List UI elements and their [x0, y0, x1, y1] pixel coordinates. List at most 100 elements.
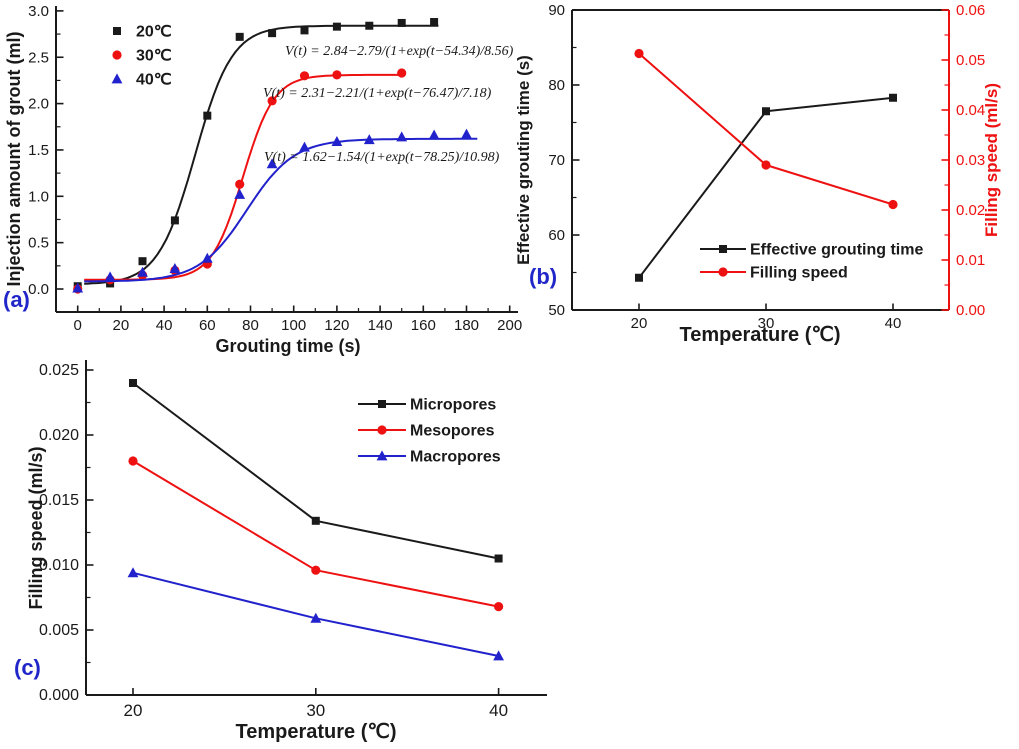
x-tick-label: 80 [242, 317, 259, 334]
marker-triangle [396, 131, 408, 142]
chart-a: 0.0 0.5 1.0 1.5 2.0 2.5 3.0 0 20 40 60 80 100 120 140 1… [4, 3, 522, 356]
marker-circle [112, 50, 122, 60]
equation: V(t) = 1.62−1.54/(1+exp(t−78.25)/10.98) [264, 150, 500, 165]
legend-label: Effective grouting time [750, 242, 923, 259]
marker-triangle [169, 263, 181, 274]
marker-triangle [104, 271, 116, 282]
marker-circle [718, 267, 728, 277]
right-tick-label: 0.03 [956, 152, 985, 169]
y-tick-label: 1.5 [28, 142, 49, 159]
legend-label: 20℃ [136, 24, 172, 41]
y-tick-label: 0.025 [39, 362, 79, 379]
marker-square [397, 18, 406, 27]
y-tick-label: 0.000 [39, 687, 79, 704]
x-tick-label: 40 [489, 701, 508, 720]
right-tick-label: 0.05 [956, 52, 985, 69]
marker-triangle [461, 128, 472, 139]
equation: V(t) = 2.84−2.79/(1+exp(t−54.34)/8.56) [285, 44, 514, 59]
marker-circle [332, 70, 342, 80]
marker-circle [377, 425, 387, 435]
marker-triangle [310, 612, 322, 623]
legend-label: 40℃ [136, 72, 172, 89]
marker-square [719, 245, 727, 253]
equation: V(t) = 2.31−2.21/(1+exp(t−76.47)/7.18) [263, 86, 492, 101]
right-tick-label: 0.01 [956, 252, 985, 269]
series-line [84, 137, 478, 283]
right-tick-label: 0.00 [956, 302, 985, 319]
marker-square [203, 111, 212, 120]
marker-square [430, 18, 439, 27]
left-tick-label: 60 [548, 227, 565, 244]
marker-square [300, 26, 309, 35]
x-tick-label: 30 [758, 315, 775, 332]
x-tick-label: 20 [124, 701, 143, 720]
y-tick-label: 0.5 [28, 235, 49, 252]
marker-circle [397, 68, 407, 78]
left-tick-label: 80 [548, 77, 565, 94]
x-tick-label: 0 [74, 317, 82, 334]
y-tick-label: 2.5 [28, 49, 49, 66]
marker-triangle [201, 252, 213, 263]
y-axis-title: Injection amount of grout (ml) [4, 32, 24, 287]
chart-c: 0.000 0.005 0.010 0.015 0.020 0.025 20 30 40 Micr… [26, 360, 547, 743]
marker-square [138, 257, 147, 266]
x-tick-label: 40 [885, 315, 902, 332]
x-tick-label: 120 [324, 317, 349, 334]
marker-square [365, 21, 374, 30]
marker-circle [634, 48, 644, 59]
x-tick-label: 140 [368, 317, 393, 334]
marker-square [494, 554, 503, 563]
y-tick-label: 0.010 [39, 557, 79, 574]
y-tick-label: 0.0 [28, 281, 49, 298]
x-tick-label: 180 [454, 317, 479, 334]
marker-circle [267, 96, 277, 106]
y-tick-label: 3.0 [28, 3, 49, 20]
marker-triangle [137, 266, 148, 277]
x-tick-label: 20 [113, 317, 130, 334]
marker-circle [761, 160, 771, 170]
marker-square [635, 273, 643, 282]
marker-square [113, 27, 121, 35]
marker-triangle [428, 129, 440, 140]
chart-b: 50 60 70 80 90 0.00 0.01 0.02 0.03 0.04 0.05 0.06 20… [514, 2, 1001, 346]
panel-label-b: (b) [529, 264, 558, 289]
marker-circle [128, 456, 138, 466]
right-tick-label: 0.06 [956, 2, 985, 19]
y-tick-label: 0.020 [39, 427, 79, 444]
marker-triangle [363, 134, 375, 145]
marker-triangle [234, 188, 246, 199]
marker-square [332, 22, 341, 31]
y-tick-label: 0.005 [39, 622, 79, 639]
marker-triangle [127, 567, 139, 578]
marker-triangle [111, 73, 123, 84]
marker-triangle [266, 158, 278, 169]
marker-square [311, 516, 320, 525]
y-tick-label: 1.0 [28, 188, 49, 205]
series-line [84, 73, 404, 281]
marker-square [889, 93, 897, 102]
y-axis-title: Filling speed (ml/s) [26, 446, 46, 609]
x-tick-label: 100 [281, 317, 306, 334]
panel-label-c: (c) [14, 655, 41, 680]
marker-triangle [331, 136, 343, 147]
x-tick-label: 60 [199, 317, 216, 334]
marker-circle [494, 602, 504, 612]
x-tick-label: 200 [497, 317, 522, 334]
x-tick-label: 20 [631, 315, 648, 332]
x-tick-label: 30 [306, 701, 325, 720]
x-axis-title: Grouting time (s) [216, 336, 361, 356]
marker-square [378, 400, 386, 408]
marker-triangle [493, 650, 504, 661]
x-tick-label: 160 [411, 317, 436, 334]
left-tick-label: 90 [548, 2, 565, 19]
x-axis-title: Temperature (℃) [235, 721, 396, 743]
legend-label: 30℃ [136, 48, 172, 65]
panel-label-a: (a) [3, 287, 30, 312]
x-axis-title: Temperature (℃) [679, 324, 840, 346]
marker-square [129, 379, 137, 387]
y-tick-label: 2.0 [28, 96, 49, 113]
left-tick-label: 50 [548, 302, 565, 319]
marker-triangle [299, 141, 310, 152]
